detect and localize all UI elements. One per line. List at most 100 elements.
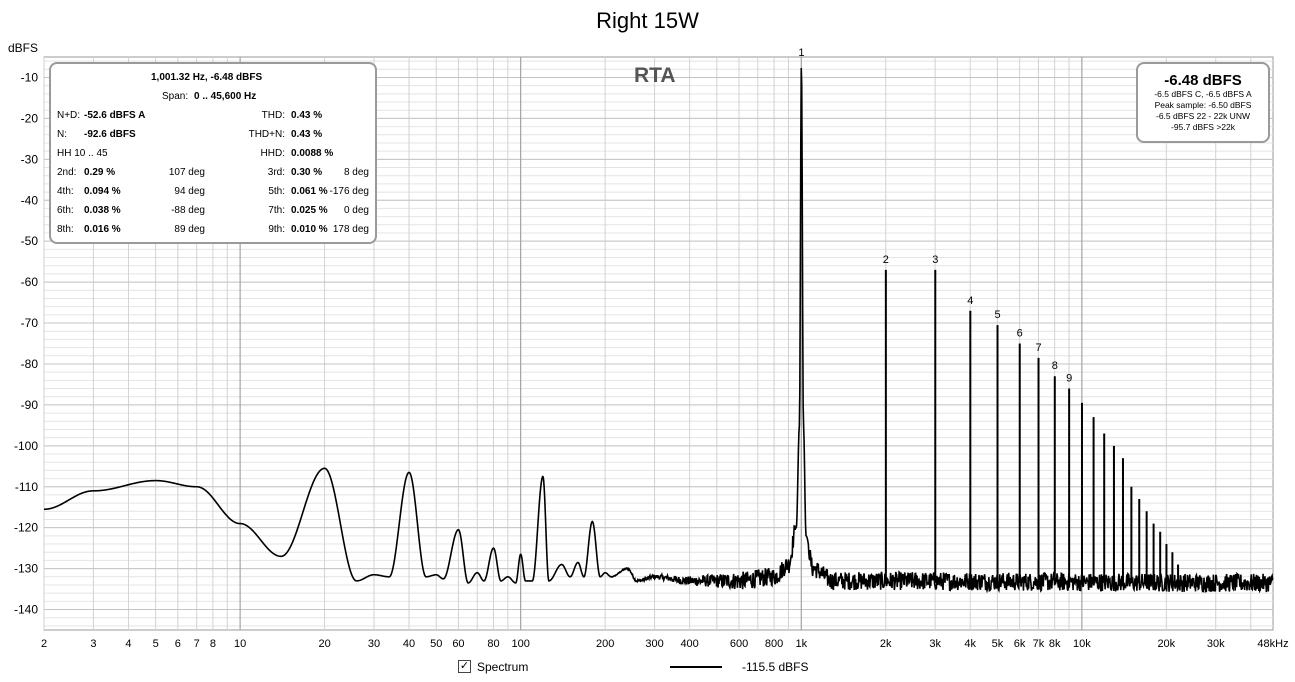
stats-a-label: N+D: — [57, 110, 81, 121]
harmonic-label: 3 — [932, 254, 938, 266]
rta-label: RTA — [634, 64, 676, 87]
x-tick-label: 4k — [964, 638, 976, 650]
x-tick-label: 400 — [680, 638, 698, 650]
stats-a-label: 6th: — [57, 205, 74, 216]
legend-level: -115.5 dBFS — [742, 660, 809, 674]
x-tick-label: 7 — [194, 638, 200, 650]
x-tick-label: 2k — [880, 638, 892, 650]
y-tick-label: -120 — [14, 521, 38, 535]
y-tick-label: -30 — [21, 152, 39, 166]
harmonic-label: 5 — [994, 309, 1000, 321]
harmonic-label: 9 — [1066, 373, 1072, 385]
x-tick-label: 30k — [1207, 638, 1225, 650]
y-tick-label: -50 — [21, 234, 39, 248]
stats-b-value: 0.43 % — [291, 110, 323, 121]
stats-a-value: 0.038 % — [84, 205, 121, 216]
stats-b-deg: 178 deg — [332, 224, 369, 235]
stats-a-value: 0.016 % — [84, 224, 121, 235]
x-tick-label: 48kHz — [1257, 638, 1288, 650]
stats-b-label: 7th: — [268, 205, 285, 216]
y-tick-label: -100 — [14, 439, 38, 453]
stats-a-label: N: — [57, 129, 67, 140]
stats-a-value: -52.6 dBFS A — [84, 110, 146, 121]
y-axis-label: dBFS — [8, 41, 38, 55]
x-tick-label: 50 — [430, 638, 442, 650]
level-value: -6.48 dBFS — [1164, 72, 1242, 89]
harmonic-label: 4 — [967, 295, 973, 307]
stats-b-value: 0.010 % — [291, 224, 328, 235]
stats-a-deg: 89 deg — [174, 224, 205, 235]
x-tick-label: 10k — [1073, 638, 1091, 650]
x-tick-label: 40 — [403, 638, 415, 650]
level-readout-box[interactable]: -6.48 dBFS -6.5 dBFS C, -6.5 dBFS A Peak… — [1136, 62, 1270, 143]
stats-b-value: 0.061 % — [291, 186, 328, 197]
x-tick-label: 200 — [596, 638, 614, 650]
x-tick-label: 8k — [1049, 638, 1061, 650]
stats-b-value: 0.0088 % — [291, 148, 334, 159]
stats-b-deg: -176 deg — [329, 186, 369, 197]
span-label: Span: — [162, 91, 189, 102]
stats-b-value: 0.43 % — [291, 129, 323, 140]
y-tick-label: -70 — [21, 316, 39, 330]
x-tick-label: 300 — [645, 638, 663, 650]
stats-b-label: HHD: — [260, 148, 285, 159]
harmonic-label: 7 — [1035, 342, 1041, 354]
x-tick-label: 100 — [512, 638, 530, 650]
y-tick-label: -140 — [14, 603, 38, 617]
stats-a-deg: 94 deg — [174, 186, 205, 197]
stats-b-label: 5th: — [268, 186, 285, 197]
stats-a-label: HH 10 .. 45 — [57, 148, 108, 159]
distortion-stats-box[interactable]: 1,001.32 Hz, -6.48 dBFS Span: 0 .. 45,60… — [49, 62, 377, 244]
stats-a-value: 0.094 % — [84, 186, 121, 197]
stats-a-label: 2nd: — [57, 167, 77, 178]
x-tick-label: 30 — [368, 638, 380, 650]
legend-line-swatch — [670, 666, 722, 668]
chart-title: Right 15W — [596, 8, 699, 33]
x-tick-label: 80 — [487, 638, 499, 650]
checkmark-icon: ✓ — [459, 660, 470, 672]
x-tick-label: 20k — [1157, 638, 1175, 650]
x-tick-label: 1k — [795, 638, 807, 650]
stats-b-label: 3rd: — [267, 167, 285, 178]
y-tick-label: -90 — [21, 398, 39, 412]
stats-b-deg: 0 deg — [343, 205, 369, 216]
harmonic-label: 1 — [798, 47, 804, 59]
y-tick-label: -40 — [21, 193, 39, 207]
stats-b-label: THD+N: — [248, 129, 285, 140]
span-value: 0 .. 45,600 Hz — [194, 91, 257, 102]
x-tick-label: 8 — [210, 638, 216, 650]
x-tick-label: 3 — [90, 638, 96, 650]
stats-a-deg: -88 deg — [171, 205, 205, 216]
stats-b-deg: 8 deg — [343, 167, 369, 178]
stats-a-label: 8th: — [57, 224, 74, 235]
spectrum-checkbox[interactable]: ✓ — [458, 660, 471, 673]
legend-label[interactable]: Spectrum — [477, 660, 529, 674]
level-detail-4: -95.7 dBFS >22k — [1170, 122, 1236, 132]
level-detail-3: -6.5 dBFS 22 - 22k UNW — [1155, 111, 1250, 121]
stats-a-value: -92.6 dBFS — [84, 129, 136, 140]
stats-b-value: 0.025 % — [291, 205, 328, 216]
x-tick-label: 60 — [452, 638, 464, 650]
stats-b-value: 0.30 % — [291, 167, 323, 178]
harmonic-label: 6 — [1017, 328, 1023, 340]
harmonic-label: 8 — [1052, 360, 1058, 372]
harmonic-label: 2 — [883, 254, 889, 266]
y-tick-label: -110 — [15, 480, 38, 494]
stats-a-label: 4th: — [57, 186, 74, 197]
x-tick-label: 7k — [1033, 638, 1045, 650]
stats-a-deg: 107 deg — [168, 167, 205, 178]
y-tick-label: -80 — [21, 357, 39, 371]
level-detail-1: -6.5 dBFS C, -6.5 dBFS A — [1154, 89, 1252, 99]
x-tick-label: 10 — [234, 638, 246, 650]
stats-a-value: 0.29 % — [84, 167, 116, 178]
level-detail-2: Peak sample: -6.50 dBFS — [1154, 100, 1252, 110]
y-tick-label: -130 — [14, 562, 38, 576]
stats-b-label: THD: — [261, 110, 285, 121]
x-tick-label: 3k — [929, 638, 941, 650]
x-tick-label: 6k — [1014, 638, 1026, 650]
y-tick-label: -60 — [21, 275, 39, 289]
x-tick-label: 600 — [730, 638, 748, 650]
spectrum-trace — [44, 67, 1274, 594]
x-tick-label: 6 — [175, 638, 181, 650]
x-tick-label: 4 — [125, 638, 131, 650]
